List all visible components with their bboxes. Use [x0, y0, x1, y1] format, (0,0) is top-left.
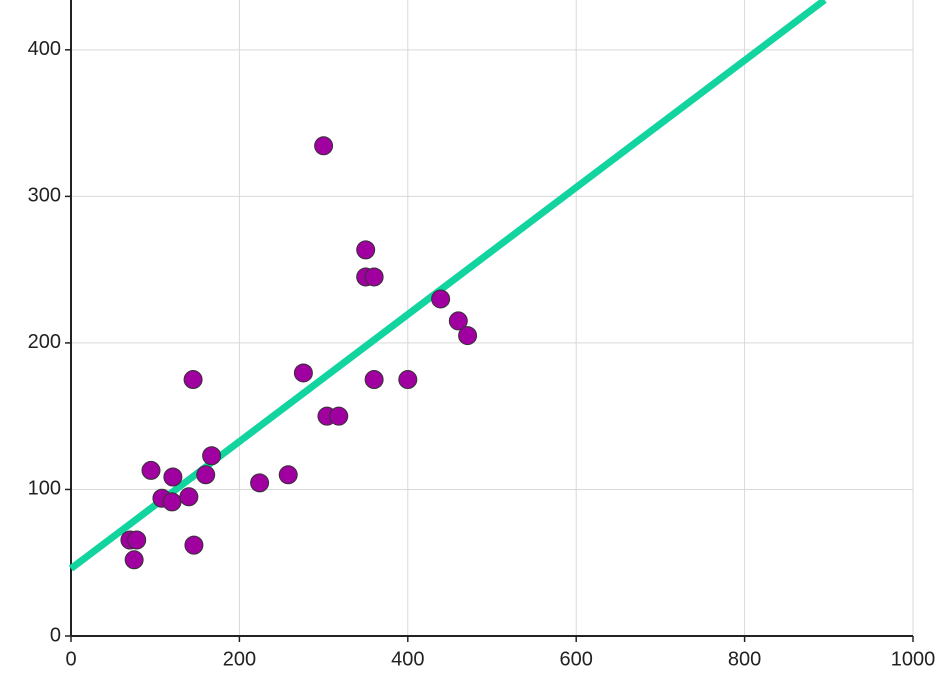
y-tick-label: 100	[28, 478, 61, 500]
point	[184, 535, 204, 555]
point	[314, 136, 334, 156]
point	[329, 406, 349, 426]
point	[458, 326, 478, 346]
trend-line	[68, 0, 827, 572]
y-tick-label: 0	[50, 624, 61, 646]
point	[364, 267, 384, 287]
point	[163, 467, 183, 487]
point	[431, 289, 451, 309]
y-tick-label: 400	[28, 38, 61, 60]
point	[356, 240, 376, 260]
point	[179, 487, 199, 507]
point	[183, 370, 203, 390]
point	[124, 550, 144, 570]
x-tick-label: 400	[391, 648, 424, 670]
point	[398, 370, 418, 390]
point	[202, 446, 222, 466]
x-tick-label: 0	[65, 648, 76, 670]
x-tick-label: 200	[223, 648, 256, 670]
y-tick-label: 200	[28, 331, 61, 353]
point	[293, 363, 313, 383]
y-tick-label: 300	[28, 185, 61, 207]
x-tick-label: 600	[560, 648, 593, 670]
point	[448, 311, 468, 331]
point	[127, 530, 147, 550]
point	[196, 465, 216, 485]
x-tick-label: 800	[728, 648, 761, 670]
x-tick-label: 1000	[891, 648, 936, 670]
point	[141, 460, 161, 480]
point	[278, 465, 298, 485]
point	[162, 492, 182, 512]
point	[250, 473, 270, 493]
point	[364, 370, 384, 390]
